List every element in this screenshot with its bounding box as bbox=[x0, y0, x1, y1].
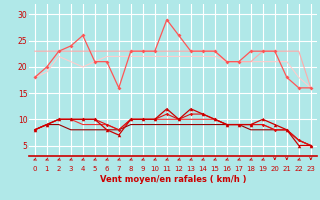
X-axis label: Vent moyen/en rafales ( km/h ): Vent moyen/en rafales ( km/h ) bbox=[100, 174, 246, 184]
